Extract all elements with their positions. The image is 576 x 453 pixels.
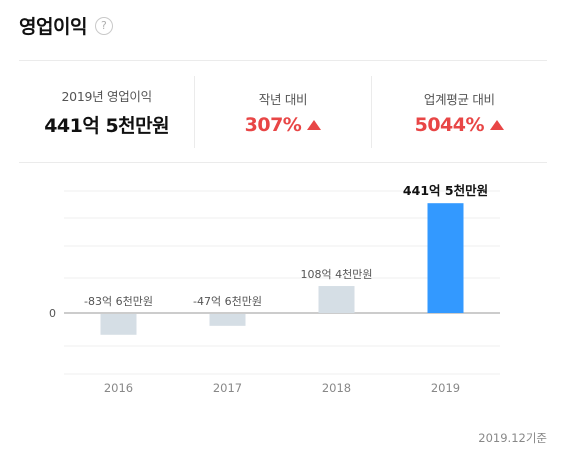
bar [209,314,246,326]
summary-industry: 업계평균 대비 5044% [370,76,547,148]
x-tick-label: 2018 [322,381,351,395]
data-label: 441억 5천만원 [403,183,488,198]
divider [19,60,547,61]
current-label: 2019년 영업이익 [61,89,153,104]
data-label: -47억 6천만원 [193,294,262,308]
bar [427,203,464,313]
yoy-label: 작년 대비 [258,91,308,107]
industry-label: 업계평균 대비 [423,91,495,107]
divider [19,162,547,163]
summary-panel: 2019년 영업이익 441억 5천만원 작년 대비 307% 업계평균 대비 … [19,76,547,148]
industry-value-wrap: 5044% [414,113,505,136]
industry-value: 5044% [414,113,485,136]
help-icon[interactable]: ? [94,16,113,35]
bar [318,286,355,313]
x-tick-label: 2019 [431,381,460,395]
yoy-value: 307% [244,113,302,136]
summary-yoy: 작년 대비 307% [194,76,370,148]
x-tick-label: 2017 [213,381,242,395]
data-label: 108억 4천만원 [301,267,373,281]
basis-date: 2019.12기준 [478,431,547,445]
summary-current: 2019년 영업이익 441억 5천만원 [19,76,194,148]
header: 영업이익 ? [19,12,113,39]
x-tick-label: 2016 [104,381,133,395]
up-arrow-icon [307,119,322,130]
up-arrow-icon [490,119,505,130]
current-value: 441억 5천만원 [44,115,170,137]
yoy-value-wrap: 307% [245,114,322,136]
y-tick-label: 0 [49,307,56,320]
bar [100,314,137,335]
data-label: -83억 6천만원 [84,294,153,308]
page-title: 영업이익 [19,16,87,38]
